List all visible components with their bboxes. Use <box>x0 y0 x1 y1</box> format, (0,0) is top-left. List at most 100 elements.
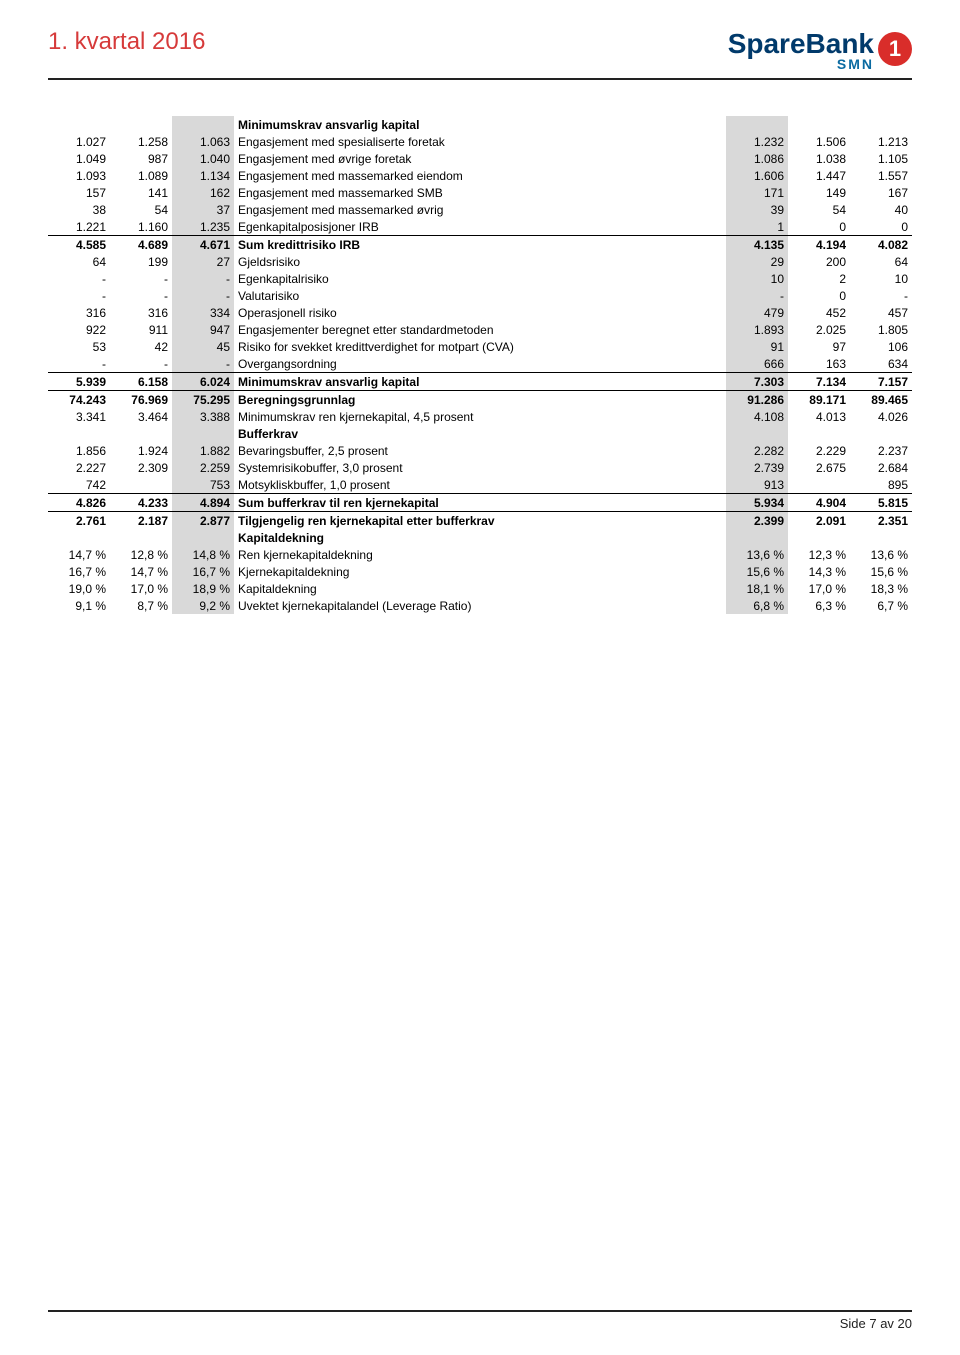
table-cell: 5.815 <box>850 494 912 512</box>
row-label: Kapitaldekning <box>234 580 726 597</box>
table-cell: 2.282 <box>726 442 788 459</box>
row-label: Valutarisiko <box>234 287 726 304</box>
table-cell: 6.024 <box>172 373 234 391</box>
table-cell: 742 <box>48 476 110 494</box>
table-row: 1.8561.9241.882Bevaringsbuffer, 2,5 pros… <box>48 442 912 459</box>
table-cell: 1.049 <box>48 150 110 167</box>
table-cell: 40 <box>850 201 912 218</box>
table-cell <box>726 529 788 546</box>
table-cell: 3.388 <box>172 408 234 425</box>
table-cell: 14,7 % <box>48 546 110 563</box>
table-cell <box>48 529 110 546</box>
table-cell: 1.557 <box>850 167 912 184</box>
table-cell: 4.894 <box>172 494 234 512</box>
table-cell <box>788 476 850 494</box>
table-cell <box>850 116 912 133</box>
table-cell: 7.134 <box>788 373 850 391</box>
table-cell: 1.924 <box>110 442 172 459</box>
table-cell: 1.221 <box>48 218 110 236</box>
row-label: Risiko for svekket kredittverdighet for … <box>234 338 726 355</box>
table-cell: 2.229 <box>788 442 850 459</box>
table-row: Kapitaldekning <box>48 529 912 546</box>
row-label: Beregningsgrunnlag <box>234 391 726 409</box>
table-cell: 97 <box>788 338 850 355</box>
table-cell: 15,6 % <box>726 563 788 580</box>
table-cell: 947 <box>172 321 234 338</box>
table-cell: 14,3 % <box>788 563 850 580</box>
table-cell: 2.259 <box>172 459 234 476</box>
table-cell: 922 <box>48 321 110 338</box>
table-row: 1.0499871.040Engasjement med øvrige fore… <box>48 150 912 167</box>
table-cell <box>172 116 234 133</box>
table-cell: - <box>110 270 172 287</box>
table-cell: 163 <box>788 355 850 373</box>
table-cell: 91 <box>726 338 788 355</box>
table-cell: 457 <box>850 304 912 321</box>
table-cell <box>850 529 912 546</box>
table-cell: 4.108 <box>726 408 788 425</box>
row-label: Minimumskrav ren kjernekapital, 4,5 pros… <box>234 408 726 425</box>
table-cell <box>726 116 788 133</box>
section-heading: Minimumskrav ansvarlig kapital <box>234 116 726 133</box>
table-cell <box>110 476 172 494</box>
row-label: Bevaringsbuffer, 2,5 prosent <box>234 442 726 459</box>
table-cell <box>788 116 850 133</box>
table-cell: 171 <box>726 184 788 201</box>
brand-badge-icon: 1 <box>878 32 912 66</box>
table-cell: 12,3 % <box>788 546 850 563</box>
row-label: Engasjement med massemarked eiendom <box>234 167 726 184</box>
table-cell: 162 <box>172 184 234 201</box>
table-cell: 89.465 <box>850 391 912 409</box>
table-row: Minimumskrav ansvarlig kapital <box>48 116 912 133</box>
table-row: 1.0931.0891.134Engasjement med massemark… <box>48 167 912 184</box>
table-row: 1.0271.2581.063Engasjement med spesialis… <box>48 133 912 150</box>
table-cell: 634 <box>850 355 912 373</box>
table-cell: 2.187 <box>110 512 172 530</box>
table-cell: 12,8 % <box>110 546 172 563</box>
row-label: Engasjement med massemarked øvrig <box>234 201 726 218</box>
table-row: 742753Motsykliskbuffer, 1,0 prosent91389… <box>48 476 912 494</box>
table-row: 534245Risiko for svekket kredittverdighe… <box>48 338 912 355</box>
row-label: Uvektet kjernekapitalandel (Leverage Rat… <box>234 597 726 614</box>
table-cell: 9,1 % <box>48 597 110 614</box>
table-cell: 452 <box>788 304 850 321</box>
table-cell: 2.091 <box>788 512 850 530</box>
table-cell <box>48 116 110 133</box>
table-cell: 2.675 <box>788 459 850 476</box>
table-cell: 17,0 % <box>788 580 850 597</box>
row-label: Gjeldsrisiko <box>234 253 726 270</box>
row-label: Systemrisikobuffer, 3,0 prosent <box>234 459 726 476</box>
table-cell <box>726 425 788 442</box>
table-cell: 4.689 <box>110 236 172 254</box>
table-cell: 76.969 <box>110 391 172 409</box>
table-row: ---Overgangsordning666163634 <box>48 355 912 373</box>
table-cell: 4.904 <box>788 494 850 512</box>
table-cell: 6,3 % <box>788 597 850 614</box>
table-cell: 141 <box>110 184 172 201</box>
table-cell: 91.286 <box>726 391 788 409</box>
table-cell: 1.027 <box>48 133 110 150</box>
table-cell: 27 <box>172 253 234 270</box>
table-cell: 2.237 <box>850 442 912 459</box>
table-cell: 2.025 <box>788 321 850 338</box>
table-row: ---Egenkapitalrisiko10210 <box>48 270 912 287</box>
table-cell: 13,6 % <box>726 546 788 563</box>
report-period-title: 1. kvartal 2016 <box>48 28 205 56</box>
table-cell: 1.160 <box>110 218 172 236</box>
section-heading: Bufferkrav <box>234 425 726 442</box>
table-cell: 15,6 % <box>850 563 912 580</box>
table-cell: 200 <box>788 253 850 270</box>
table-cell: - <box>172 355 234 373</box>
table-cell: 316 <box>110 304 172 321</box>
table-cell <box>110 529 172 546</box>
table-row: ---Valutarisiko-0- <box>48 287 912 304</box>
page-footer: Side 7 av 20 <box>48 1310 912 1331</box>
table-row: 14,7 %12,8 %14,8 %Ren kjernekapitaldekni… <box>48 546 912 563</box>
table-cell: 39 <box>726 201 788 218</box>
table-cell: 3.464 <box>110 408 172 425</box>
table-cell: 1.134 <box>172 167 234 184</box>
table-cell: 911 <box>110 321 172 338</box>
table-row: 9,1 %8,7 %9,2 %Uvektet kjernekapitalande… <box>48 597 912 614</box>
table-cell: - <box>48 355 110 373</box>
table-cell: - <box>48 287 110 304</box>
